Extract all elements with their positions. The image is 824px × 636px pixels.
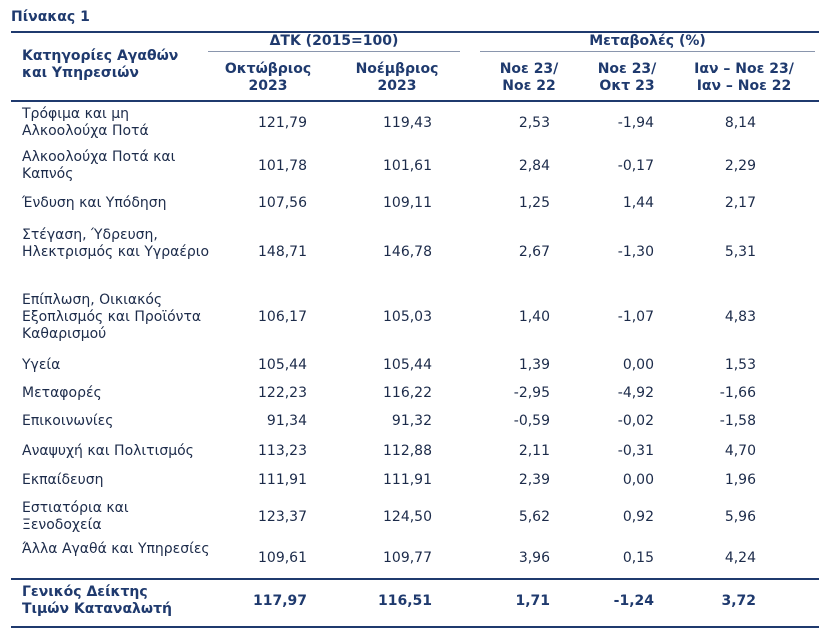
yoy-change-header: Νοε 23/ Νοε 22	[499, 61, 559, 94]
oct-value: 109,61	[258, 549, 307, 566]
mom-value: 0,00	[622, 472, 654, 488]
ytd-value: 3,72	[721, 592, 756, 609]
category-label: Επικοινωνίες	[22, 413, 114, 429]
table-title: Πίνακας 1	[11, 9, 90, 25]
ytd-value: 5,96	[724, 508, 756, 525]
oct-value: 122,23	[258, 385, 307, 401]
nov-2023-header: Νοέμβριος 2023	[355, 61, 439, 94]
category-label: Εκπαίδευση	[22, 472, 104, 488]
nov-value: 111,91	[383, 472, 432, 488]
mom-value: -1,30	[617, 244, 654, 260]
ytd-value: 2,29	[724, 157, 756, 174]
oct-value: 91,34	[266, 413, 307, 429]
header-bottom-rule	[11, 100, 819, 102]
nov-value: 112,88	[383, 443, 432, 459]
mom-value: -1,07	[617, 309, 654, 325]
oct-value: 117,97	[252, 592, 307, 609]
nov-value: 105,44	[383, 357, 432, 373]
nov-value: 109,77	[383, 549, 432, 566]
change-group-rule	[480, 51, 815, 52]
oct-value: 107,56	[258, 195, 307, 211]
mom-value: -1,24	[613, 592, 654, 609]
nov-value: 116,22	[383, 385, 432, 401]
ytd-value: -1,66	[719, 385, 756, 401]
yoy-value: -0,59	[513, 413, 550, 429]
category-label: Εστιατόρια και Ξενοδοχεία	[22, 500, 129, 533]
nov-value: 109,11	[383, 195, 432, 211]
yoy-value: 2,11	[518, 443, 550, 459]
ytd-value: 8,14	[724, 114, 756, 131]
table-bottom-rule	[11, 626, 819, 628]
ytd-change-header: Ιαν – Νοε 23/ Ιαν – Νοε 22	[694, 61, 794, 94]
mom-value: -4,92	[617, 385, 654, 401]
ytd-value: 5,31	[724, 244, 756, 260]
oct-value: 106,17	[258, 309, 307, 325]
category-label: Στέγαση, Ύδρευση, Ηλεκτρισμός και Υγραέρ…	[22, 227, 210, 260]
mom-value: 0,00	[622, 357, 654, 373]
nov-value: 116,51	[377, 592, 432, 609]
mom-value: 1,44	[622, 195, 654, 211]
nov-value: 146,78	[383, 244, 432, 260]
yoy-value: 3,96	[518, 549, 550, 566]
mom-value: -0,31	[617, 443, 654, 459]
ytd-value: 4,70	[724, 443, 756, 459]
oct-value: 111,91	[258, 472, 307, 488]
table-top-rule	[11, 31, 819, 33]
category-header: Κατηγορίες Αγαθών και Υπηρεσιών	[22, 48, 179, 81]
category-label: Τρόφιμα και μη Αλκοολούχα Ποτά	[22, 106, 149, 139]
yoy-value: 1,40	[518, 309, 550, 325]
yoy-value: 2,67	[518, 244, 550, 260]
ytd-value: 2,17	[724, 195, 756, 211]
mom-value: 0,15	[622, 549, 654, 566]
category-label: Αναψυχή και Πολιτισμός	[22, 443, 194, 459]
oct-value: 101,78	[258, 157, 307, 174]
oct-value: 123,37	[258, 508, 307, 525]
change-group-header: Μεταβολές (%)	[589, 33, 706, 49]
yoy-value: 5,62	[518, 508, 550, 525]
category-label: Υγεία	[22, 357, 61, 373]
mom-value: -0,02	[617, 413, 654, 429]
nov-value: 91,32	[391, 413, 432, 429]
yoy-value: 1,71	[515, 592, 550, 609]
ytd-value: -1,58	[719, 413, 756, 429]
nov-value: 105,03	[383, 309, 432, 325]
ytd-value: 1,53	[724, 357, 756, 373]
oct-value: 121,79	[258, 114, 307, 131]
index-group-header: ΔΤΚ (2015=100)	[269, 33, 399, 49]
yoy-value: 2,53	[518, 114, 550, 131]
nov-value: 101,61	[383, 157, 432, 174]
yoy-value: 2,84	[518, 157, 550, 174]
category-label: Άλλα Αγαθά και Υπηρεσίες	[22, 541, 210, 557]
mom-value: 0,92	[622, 508, 654, 525]
category-label: Επίπλωση, Οικιακός Εξοπλισμός και Προϊόν…	[22, 292, 202, 342]
index-group-rule	[208, 51, 460, 52]
nov-value: 124,50	[383, 508, 432, 525]
yoy-value: 1,39	[518, 357, 550, 373]
ytd-value: 1,96	[724, 472, 756, 488]
ytd-value: 4,83	[724, 309, 756, 325]
oct-value: 105,44	[258, 357, 307, 373]
category-label: Ένδυση και Υπόδηση	[22, 195, 167, 211]
category-label: Μεταφορές	[22, 385, 102, 401]
oct-value: 113,23	[258, 443, 307, 459]
category-label: Γενικός Δείκτης Τιμών Καταναλωτή	[22, 584, 172, 617]
nov-value: 119,43	[383, 114, 432, 131]
mom-value: -1,94	[617, 114, 654, 131]
oct-value: 148,71	[258, 244, 307, 260]
mom-change-header: Νοε 23/ Οκτ 23	[597, 61, 657, 94]
mom-value: -0,17	[617, 157, 654, 174]
total-top-rule	[11, 578, 819, 580]
yoy-value: 2,39	[518, 472, 550, 488]
ytd-value: 4,24	[724, 549, 756, 566]
category-label: Αλκοολούχα Ποτά και Καπνός	[22, 149, 176, 182]
yoy-value: -2,95	[513, 385, 550, 401]
yoy-value: 1,25	[518, 195, 550, 211]
oct-2023-header: Οκτώβριος 2023	[224, 61, 312, 94]
